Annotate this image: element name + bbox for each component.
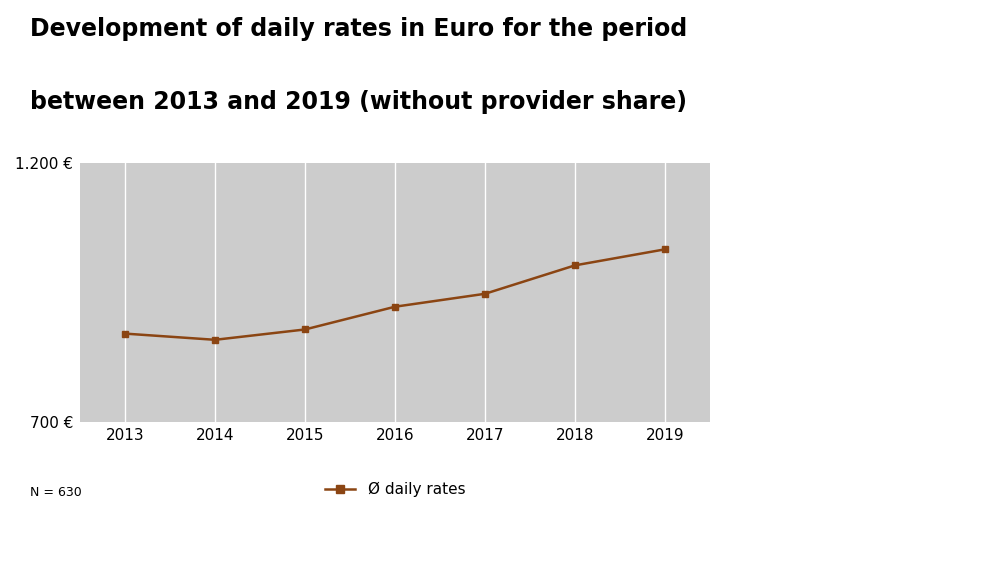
Text: Development of daily rates in Euro for the period: Development of daily rates in Euro for t…: [30, 17, 687, 41]
Text: between 2013 and 2019 (without provider share): between 2013 and 2019 (without provider …: [30, 90, 687, 114]
Text: N = 630: N = 630: [30, 486, 82, 499]
Legend: Ø daily rates: Ø daily rates: [319, 475, 471, 503]
Text: © 2020 Ludwig Heuse GmbH interim-management.de: © 2020 Ludwig Heuse GmbH interim-managem…: [312, 536, 688, 549]
